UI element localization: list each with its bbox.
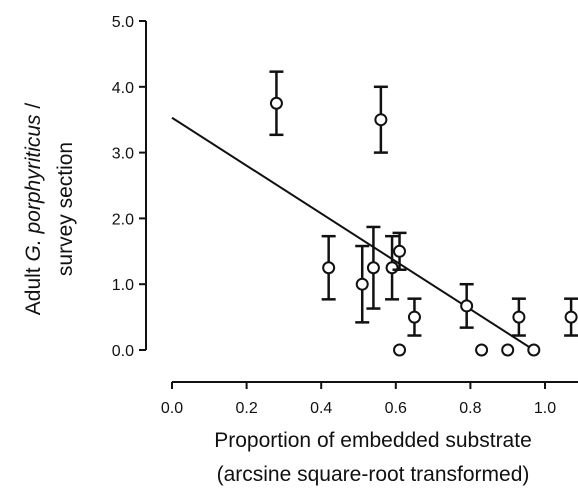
data-point xyxy=(501,343,515,357)
y-axis-label-species: G. porphyriticus xyxy=(22,114,45,262)
x-tick-label: 0.8 xyxy=(459,400,481,417)
data-point xyxy=(366,261,380,275)
y-axis-label-line-2-group: survey section xyxy=(54,142,77,276)
x-tick-label: 0.4 xyxy=(310,400,332,417)
data-point xyxy=(512,310,526,324)
data-point xyxy=(385,261,399,275)
data-point xyxy=(460,299,474,313)
y-tick-label: 4.0 xyxy=(112,80,134,97)
x-tick-label: 0.2 xyxy=(235,400,257,417)
y-tick-label: 0.0 xyxy=(112,343,134,360)
y-axis-label-prefix: Adult xyxy=(22,262,45,316)
y-tick-label: 2.0 xyxy=(112,211,134,228)
data-point xyxy=(393,343,407,357)
data-point xyxy=(475,343,489,357)
x-tick-label: 1.0 xyxy=(534,400,556,417)
data-point xyxy=(355,277,369,291)
data-point xyxy=(564,310,578,324)
x-axis-label-line-1: Proportion of embedded substrate xyxy=(214,429,532,452)
plot-area xyxy=(171,70,578,357)
x-tick-label: 0.6 xyxy=(385,400,407,417)
y-tick-label: 1.0 xyxy=(112,277,134,294)
x-tick-label: 0.0 xyxy=(161,400,183,417)
x-axis-label-line-2: (arcsine square-root transformed) xyxy=(217,463,530,486)
data-point xyxy=(407,310,421,324)
y-axis-label-suffix: / xyxy=(22,103,45,115)
regression-line xyxy=(171,116,535,351)
data-point xyxy=(322,261,336,275)
y-axis-label: Adult G. porphyriticus / xyxy=(22,103,45,316)
y-axis-label-line-2: survey section xyxy=(54,142,77,276)
data-point xyxy=(374,113,388,127)
data-point xyxy=(393,244,407,258)
y-tick-label: 5.0 xyxy=(112,14,134,31)
axes: 0.0 1.0 2.0 3.0 4.0 5.0 0.0 0.2 0.4 0.6 0.8 1.0 xyxy=(112,14,578,417)
data-point xyxy=(269,96,283,110)
data-point xyxy=(527,343,541,357)
svg-text:Adult G. porphyriticus /: Adult G. porphyriticus / xyxy=(22,103,45,316)
y-tick-label: 3.0 xyxy=(112,146,134,163)
